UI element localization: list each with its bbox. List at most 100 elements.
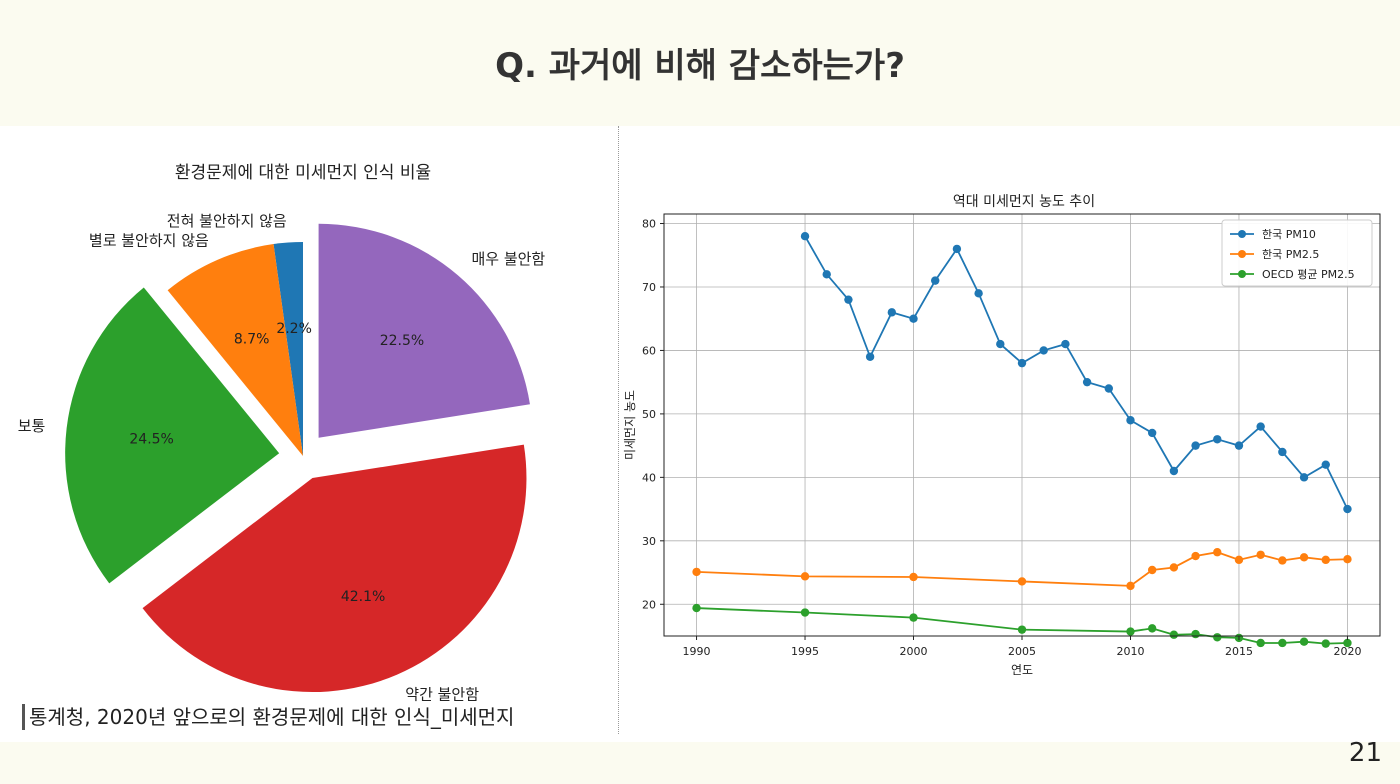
x-tick-label: 1990 [683,645,711,658]
slide-title: Q. 과거에 비해 감소하는가? [495,46,905,86]
data-point [692,567,701,577]
legend-marker [1238,230,1246,238]
data-point [1147,624,1157,633]
y-tick-label: 50 [642,408,656,421]
x-tick-label: 1995 [791,645,819,658]
data-point [1169,630,1179,639]
x-tick-label: 2010 [1116,645,1144,658]
data-point [1147,428,1157,438]
pie-percent-label: 2.2% [276,321,312,337]
data-point [1191,551,1200,561]
y-axis-label: 미세먼지 농도 [623,390,637,460]
data-point [952,244,962,254]
plot-frame [663,213,1381,637]
data-point [1126,627,1135,636]
data-point [931,276,940,285]
data-point [1278,556,1287,565]
pie-slice [318,223,530,438]
legend-label: 한국 PM10 [1262,228,1316,241]
data-point [1017,577,1027,586]
data-point [1234,555,1244,565]
data-point [865,352,875,361]
y-tick-label: 30 [642,535,656,548]
data-point [974,289,983,298]
pie-chart-title: 환경문제에 대한 미세먼지 인식 비율 [175,163,431,183]
data-point [909,314,918,323]
data-point [1213,435,1222,444]
data-point [1213,633,1222,642]
data-point [887,308,897,317]
data-point [800,232,810,241]
data-point [1343,638,1352,648]
data-point [692,603,701,613]
data-point [1169,466,1179,476]
y-tick-label: 60 [642,344,656,357]
data-point [1104,384,1113,393]
legend-box [1221,219,1373,287]
data-point [909,572,918,582]
pie-percent-label: 8.7% [234,331,270,347]
data-point [1256,422,1265,431]
data-point [1299,473,1309,482]
pie-percent-label: 24.5% [129,431,173,447]
data-point [1039,346,1048,355]
page-number: 21 [1348,738,1382,768]
y-tick-label: 40 [642,471,656,484]
pie-slice-label: 보통 [18,417,46,435]
data-point [1061,339,1070,349]
data-point [1126,581,1135,591]
pie-chart: 환경문제에 대한 미세먼지 인식 비율 2.2% 전혀 불안하지 않음 8.7% 별로… [18,163,546,703]
x-tick-label: 2000 [900,645,928,658]
data-point [1126,416,1135,425]
pie-slice [273,242,303,456]
data-point [1343,555,1352,564]
pie-slice [142,444,527,693]
data-point [1299,553,1309,562]
pie-slice-label: 별로 불안하지 않음 [89,231,209,249]
data-point [996,339,1005,349]
data-point [1299,637,1309,646]
y-tick-label: 70 [642,281,656,294]
pie-percent-label: 42.1% [341,589,385,605]
x-tick-label: 2005 [1008,645,1036,658]
divider [618,126,619,734]
data-point [909,613,918,622]
data-point [800,572,810,581]
data-point [1343,504,1352,514]
pie-slice [167,244,303,456]
legend-label: 한국 PM2.5 [1262,248,1319,261]
data-point [1321,555,1330,565]
data-point [822,270,831,279]
line-chart: 역대 미세먼지 농도 추이 1990 1995 2000 2005 2010 2015 20… [623,194,1381,677]
pie-slice-label: 매우 불안함 [471,250,545,268]
source-note: 통계청, 2020년 앞으로의 환경문제에 대한 인식_미세먼지 [22,704,514,730]
data-point [1321,639,1330,648]
legend-label: OECD 평균 PM2.5 [1262,268,1355,281]
data-point [844,295,853,304]
legend-marker [1238,270,1246,278]
data-point [1017,358,1027,368]
line-chart-title: 역대 미세먼지 농도 추이 [953,194,1095,210]
x-axis-label: 연도 [1011,663,1033,677]
legend-marker [1238,250,1246,258]
data-point [1321,460,1330,469]
data-point [1256,550,1265,559]
pie-slice [65,287,280,584]
data-point [1169,563,1179,572]
pie-percent-label: 22.5% [380,333,424,349]
pie-slice-label: 전혀 불안하지 않음 [167,212,287,230]
x-tick-label: 2020 [1333,645,1361,658]
data-point [800,608,810,617]
y-tick-label: 80 [642,218,656,231]
data-point [1278,447,1287,457]
data-point [1191,441,1200,450]
data-point [1191,629,1200,639]
data-point [1256,638,1265,648]
data-point [1017,625,1027,634]
data-point [1082,377,1092,387]
data-point [1147,565,1157,575]
pie-slice-label: 약간 불안함 [405,685,479,703]
data-point [1278,638,1287,648]
data-point [1213,548,1222,557]
x-tick-label: 2015 [1225,645,1253,658]
